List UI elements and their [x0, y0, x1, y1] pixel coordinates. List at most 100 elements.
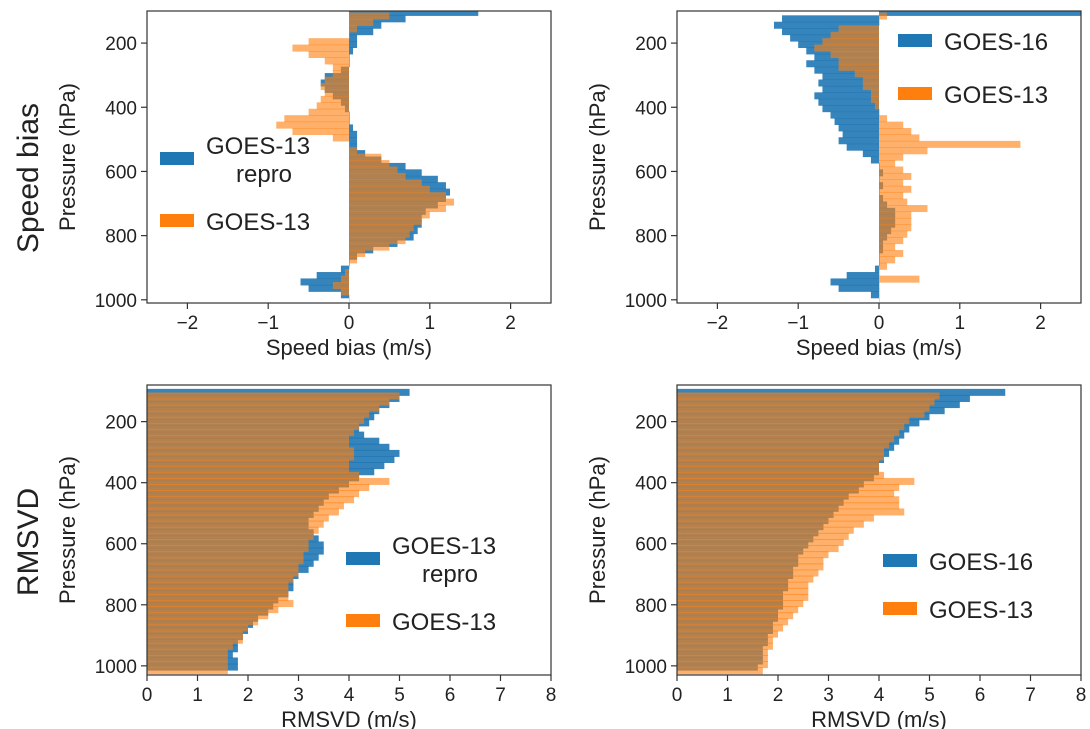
bar-blue-11: [818, 79, 879, 87]
bar-orange-41: [340, 275, 349, 283]
x-tick-label: 6: [445, 685, 456, 706]
x-axis-label: RMSVD (m/s): [281, 707, 417, 729]
bar-orange-8: [147, 441, 349, 449]
bar-orange-19: [332, 134, 349, 142]
bar-blue-19: [349, 130, 358, 138]
bar-orange-41: [147, 642, 233, 650]
bar-orange-3: [677, 410, 925, 418]
y-axis-label: Pressure (hPa): [585, 83, 610, 231]
x-tick-label: 2: [773, 685, 784, 706]
bar-orange-7: [677, 435, 895, 443]
bar-orange-32: [147, 587, 289, 595]
bar-orange-20: [677, 514, 874, 522]
bar-orange-23: [677, 532, 849, 540]
bar-blue-15: [822, 105, 879, 113]
legend-swatch: [898, 34, 932, 47]
bar-orange-35: [879, 237, 904, 245]
x-tick-label: 1: [722, 685, 733, 706]
bar-orange-21: [349, 147, 358, 155]
bar-orange-25: [147, 545, 309, 553]
bar-orange-5: [292, 44, 349, 52]
y-tick-label: 600: [635, 535, 667, 556]
bar-orange-22: [147, 526, 319, 534]
bar-orange-26: [147, 551, 304, 559]
bar-orange-14: [147, 477, 390, 485]
bars: [147, 388, 410, 675]
y-axis-label: Pressure (hPa): [55, 456, 80, 604]
bar-orange-27: [349, 185, 430, 193]
bar-orange-11: [862, 83, 879, 91]
bar-blue-18: [838, 124, 879, 132]
x-tick-label: −1: [257, 313, 279, 334]
bar-orange-42: [332, 282, 349, 290]
bar-orange-43: [340, 288, 349, 296]
legend-swatch: [883, 602, 917, 615]
bar-orange-41: [879, 275, 920, 283]
x-tick-label: 1: [425, 313, 436, 334]
bar-blue-4: [349, 34, 358, 42]
bar-orange-9: [854, 70, 879, 78]
x-tick-label: 0: [672, 685, 683, 706]
bar-orange-18: [677, 502, 900, 510]
x-axis-label: RMSVD (m/s): [811, 707, 947, 729]
bar-orange-22: [879, 153, 904, 161]
bar-orange-16: [879, 115, 888, 123]
bar-orange-2: [838, 25, 879, 33]
legend: GOES-13 repro GOES-13: [346, 533, 496, 636]
bar-orange-13: [147, 471, 360, 479]
bar-orange-1: [147, 398, 390, 406]
bar-orange-33: [677, 593, 809, 601]
bar-orange-24: [879, 166, 904, 174]
bar-orange-6: [147, 429, 355, 437]
x-tick-label: −2: [177, 313, 199, 334]
bar-orange-13: [870, 95, 879, 103]
legend-swatch: [160, 214, 194, 227]
bar-orange-39: [147, 630, 243, 638]
bar-blue-23: [870, 156, 879, 164]
row-label-speed-bias: Speed bias: [12, 103, 45, 253]
bar-blue-2: [773, 21, 879, 29]
y-tick-label: 200: [105, 34, 137, 55]
bar-orange-18: [147, 502, 344, 510]
bar-orange-16: [284, 115, 349, 123]
bar-orange-10: [147, 453, 355, 461]
bar-orange-31: [349, 211, 430, 219]
y-tick-label: 200: [105, 413, 137, 434]
bar-orange-29: [349, 198, 455, 206]
bar-orange-36: [677, 612, 794, 620]
bar-orange-27: [677, 557, 824, 565]
bar-blue-16: [349, 111, 350, 119]
bar-orange-44: [349, 294, 350, 302]
bar-orange-8: [838, 63, 879, 71]
legend-label: GOES-13: [392, 609, 496, 636]
bar-blue-43: [308, 284, 349, 292]
x-tick-label: 1: [955, 313, 966, 334]
bar-orange-39: [677, 630, 778, 638]
bar-orange-3: [349, 31, 350, 39]
legend-label: GOES-13: [944, 82, 1048, 109]
bar-orange-21: [677, 520, 864, 528]
y-tick-label: 200: [635, 413, 667, 434]
bar-blue-5: [349, 41, 358, 48]
x-tick-label: 2: [243, 685, 254, 706]
bar-orange-31: [147, 581, 289, 589]
bar-orange-9: [147, 447, 355, 455]
bar-blue-21: [846, 143, 879, 151]
bar-orange-4: [308, 38, 349, 46]
bars: [276, 11, 479, 302]
bar-orange-11: [677, 459, 879, 467]
chart-panel-4: 0 1 2 3 4 5 6 7 8 200 400 600 800 1000 RMSVD (m/s) Pres…: [585, 384, 1086, 729]
bar-blue-17: [349, 118, 350, 126]
bar-orange-39: [349, 262, 350, 270]
bar-orange-40: [879, 269, 880, 277]
bar-orange-24: [147, 538, 309, 546]
bar-orange-15: [879, 108, 880, 116]
bar-orange-12: [677, 465, 879, 473]
y-axis-label: Pressure (hPa): [55, 83, 80, 231]
bar-orange-2: [677, 404, 930, 412]
bar-orange-27: [879, 185, 912, 193]
bar-orange-10: [324, 76, 349, 84]
bar-orange-45: [147, 667, 228, 675]
bar-blue-0: [879, 11, 1081, 16]
